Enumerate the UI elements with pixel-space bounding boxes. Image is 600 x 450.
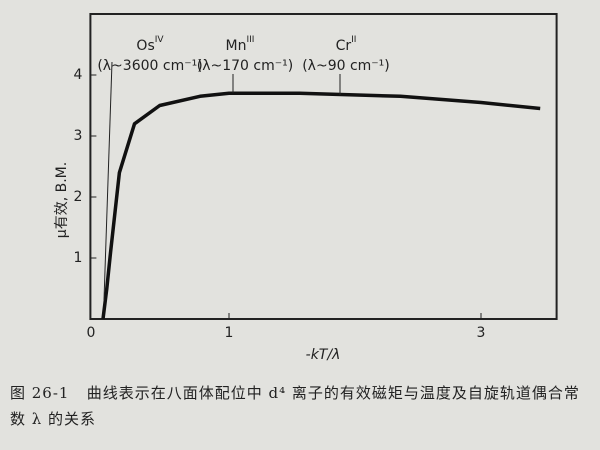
y-tick-label: 3 [73,128,82,144]
x-tick-label: 1 [225,325,234,341]
annotation-label: OsIV [136,35,164,55]
annotation-element: Os [136,38,154,54]
y-axis-label: μ有效, B.M. [54,162,70,238]
annotation-oxidation: IV [155,35,165,45]
annotation-oxidation: II [351,35,356,45]
caption-text: 曲线表示在八面体配位中 d⁴ 离子的有效磁矩与温度及自旋轨道偶合常数 λ 的关系 [10,384,580,428]
x-tick-label: 0 [87,325,96,341]
y-tick-label: 1 [73,250,82,266]
curve [101,91,541,320]
chart: -kT/λ μ有效, B.M. 0 1 3 1 2 3 4 OsIV (λ~3600 cm⁻¹)… [54,13,558,363]
plot-frame [89,13,558,320]
x-axis-label: -kT/λ [306,347,341,363]
caption-label: 图 26-1 [10,384,70,402]
annotation-note: (λ~90 cm⁻¹) [302,58,390,74]
annotation-note: (λ~3600 cm⁻¹) [97,58,202,74]
annotation-element: Mn [226,38,247,54]
annotation-note: (λ~170 cm⁻¹) [197,58,293,74]
caption: 图 26-1 曲线表示在八面体配位中 d⁴ 离子的有效磁矩与温度及自旋轨道偶合常… [10,380,590,432]
y-tick-label: 2 [73,189,82,205]
annotation-element: Cr [336,38,352,54]
annotation-oxidation: III [246,35,254,45]
annotation-pointer [103,61,113,301]
x-tick-label: 3 [477,325,486,341]
annotation-label: MnIII [226,35,255,55]
annotation-label: CrII [336,35,357,55]
y-tick-label: 4 [73,67,82,83]
